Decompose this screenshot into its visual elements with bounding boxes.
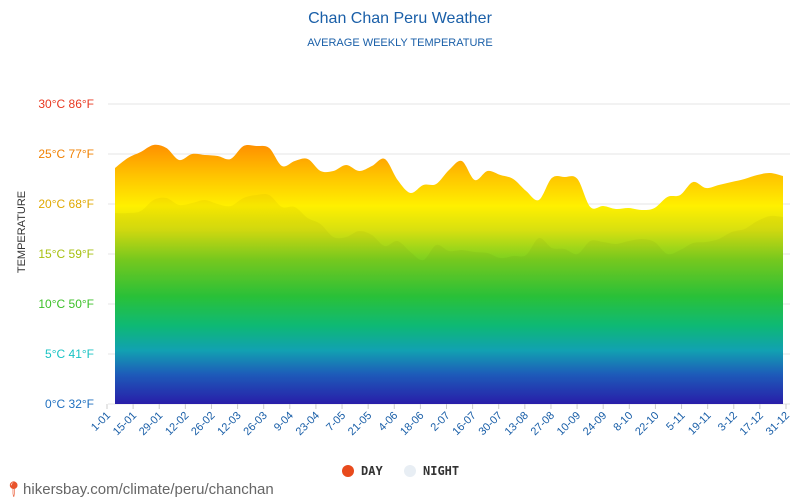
- x-tick-label: 15-01: [111, 410, 139, 438]
- x-tick-label: 8-10: [611, 410, 635, 434]
- x-tick-label: 23-04: [294, 410, 322, 438]
- location-pin-icon: 📍︎: [4, 481, 24, 498]
- x-tick-label: 18-06: [398, 410, 426, 438]
- x-tick-label: 4-06: [376, 410, 400, 434]
- x-tick-label: 21-05: [346, 410, 374, 438]
- y-axis: 0°C 32°F 5°C 41°F 10°C 50°F 15°C 59°F 20°C 6…: [38, 97, 94, 411]
- x-tick-label: 30-07: [476, 410, 504, 438]
- x-tick-label: 19-11: [686, 410, 714, 438]
- y-tick-label: 0°C 32°F: [45, 397, 94, 411]
- y-tick-label: 5°C 41°F: [45, 347, 94, 361]
- x-tick-label: 7-05: [324, 410, 348, 434]
- plot-area: [115, 144, 783, 404]
- legend-night-label: NIGHT: [423, 464, 459, 478]
- x-tick-label: 9-04: [272, 410, 296, 434]
- y-tick-label: 15°C 59°F: [38, 247, 94, 261]
- x-tick-label: 1-01: [89, 410, 113, 434]
- x-tick-label: 2-07: [429, 410, 453, 434]
- y-tick-label: 25°C 77°F: [38, 147, 94, 161]
- x-tick-label: 10-09: [555, 410, 583, 438]
- x-tick-label: 29-01: [137, 410, 165, 438]
- legend: DAY NIGHT: [342, 464, 459, 478]
- x-tick-label: 26-03: [241, 410, 269, 438]
- x-tick-label: 12-02: [163, 410, 191, 438]
- x-tick-label: 3-12: [716, 410, 740, 434]
- x-tick-label: 12-03: [215, 410, 243, 438]
- x-tick-label: 13-08: [503, 410, 531, 438]
- chart-subtitle: AVERAGE WEEKLY TEMPERATURE: [307, 37, 492, 49]
- x-tick-label: 26-02: [189, 410, 217, 438]
- source-link[interactable]: 📍︎hikersbay.com/climate/peru/chanchan: [4, 480, 274, 498]
- y-axis-title: TEMPERATURE: [16, 191, 28, 273]
- legend-night-marker: [404, 465, 416, 477]
- x-tick-label: 22-10: [633, 410, 661, 438]
- y-tick-label: 20°C 68°F: [38, 197, 94, 211]
- y-tick-label: 10°C 50°F: [38, 297, 94, 311]
- legend-day-label: DAY: [361, 464, 383, 478]
- x-tick-label: 24-09: [581, 410, 609, 438]
- x-tick-label: 17-12: [738, 410, 766, 438]
- source-text: hikersbay.com/climate/peru/chanchan: [23, 481, 274, 498]
- x-tick-label: 16-07: [450, 410, 478, 438]
- x-tick-label: 27-08: [529, 410, 557, 438]
- series-area-night: [115, 193, 783, 404]
- y-tick-label: 30°C 86°F: [38, 97, 94, 111]
- x-tick-label: 5-11: [664, 410, 687, 433]
- x-tick-label: 31-12: [764, 410, 792, 438]
- legend-day-marker: [342, 465, 354, 477]
- chart-title: Chan Chan Peru Weather: [308, 10, 492, 27]
